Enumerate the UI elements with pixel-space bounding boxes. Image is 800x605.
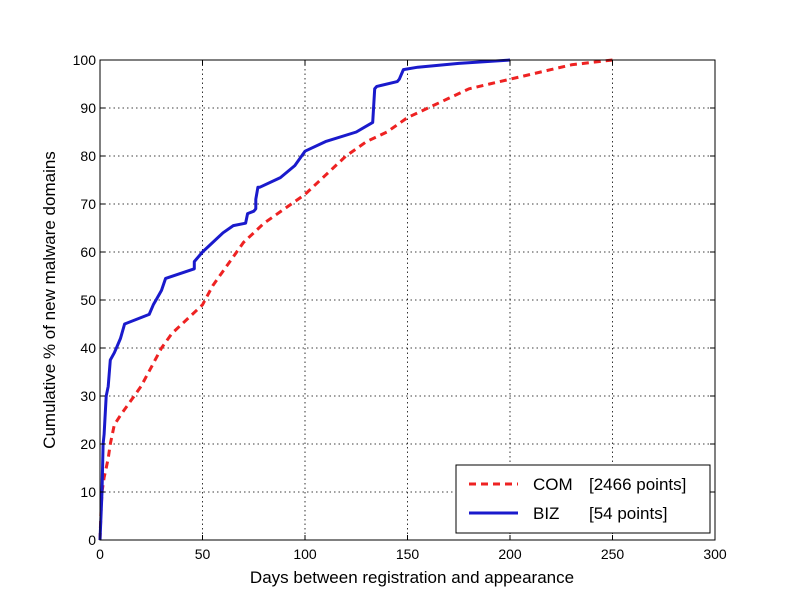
x-tick-label: 0 xyxy=(96,546,104,562)
series-line-biz xyxy=(98,58,511,541)
x-tick-label: 50 xyxy=(195,546,211,562)
axis-ticks: 0 50 100 150 200 250 300 0 10 20 30 40 50 60 70 80 90 100 xyxy=(73,52,727,562)
y-tick-label: 100 xyxy=(73,52,97,68)
legend-label-com: COM xyxy=(533,475,573,494)
legend-box xyxy=(455,464,711,534)
y-tick-label: 60 xyxy=(80,244,96,260)
x-tick-label: 300 xyxy=(703,546,727,562)
x-tick-label: 200 xyxy=(498,546,522,562)
x-tick-label: 250 xyxy=(601,546,625,562)
y-tick-label: 80 xyxy=(80,148,96,164)
x-tick-label: 100 xyxy=(293,546,317,562)
y-tick-label: 70 xyxy=(80,196,96,212)
y-axis-label: Cumulative % of new malware domains xyxy=(40,151,59,449)
y-tick-label: 20 xyxy=(80,436,96,452)
series-layer xyxy=(98,58,613,541)
y-tick-label: 0 xyxy=(88,532,96,548)
legend-label-biz: BIZ xyxy=(533,504,559,523)
series-line-com xyxy=(98,58,613,541)
y-tick-label: 40 xyxy=(80,340,96,356)
legend: COM [2466 points] BIZ [54 points] xyxy=(455,464,711,534)
y-tick-label: 30 xyxy=(80,388,96,404)
y-tick-label: 90 xyxy=(80,100,96,116)
y-tick-label: 10 xyxy=(80,484,96,500)
legend-count-com: [2466 points] xyxy=(589,475,686,494)
y-tick-label: 50 xyxy=(80,292,96,308)
x-axis-label: Days between registration and appearance xyxy=(250,568,574,587)
x-tick-label: 150 xyxy=(396,546,420,562)
legend-count-biz: [54 points] xyxy=(589,504,667,523)
